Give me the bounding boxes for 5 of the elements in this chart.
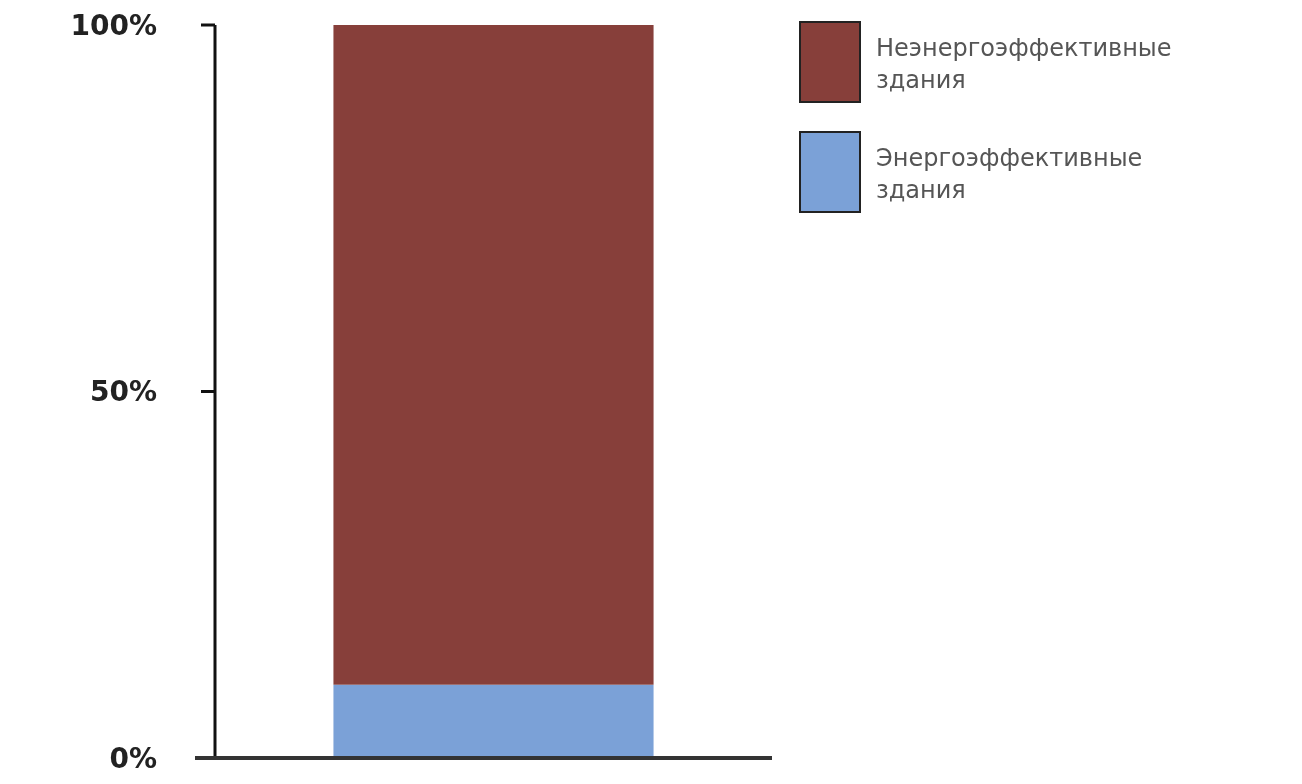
- y-tick-label: 50%: [89, 375, 157, 409]
- text: Неэнергоэффективные здания: [876, 34, 1172, 94]
- y-tick-label: 100%: [70, 8, 157, 42]
- text: Энергоэффективные здания: [876, 144, 1143, 204]
- y-tick-label: 0%: [109, 741, 157, 775]
